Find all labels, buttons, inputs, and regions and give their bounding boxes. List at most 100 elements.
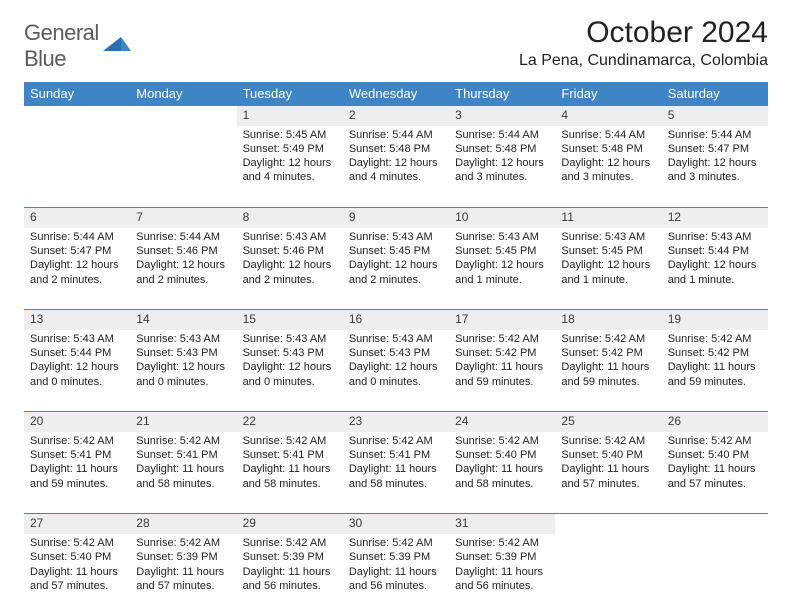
- week-number-row: 20212223242526: [24, 412, 768, 432]
- day-number-cell: 23: [343, 412, 449, 432]
- daylight-line: Daylight: 11 hours and 56 minutes.: [455, 565, 549, 594]
- day-number-cell: 27: [24, 514, 130, 534]
- daylight-line: Daylight: 12 hours and 4 minutes.: [349, 156, 443, 185]
- daylight-line: Daylight: 11 hours and 57 minutes.: [668, 462, 762, 491]
- day-number-cell: 31: [449, 514, 555, 534]
- day-content-cell: Sunrise: 5:43 AMSunset: 5:43 PMDaylight:…: [130, 330, 236, 412]
- day-content-cell: Sunrise: 5:42 AMSunset: 5:42 PMDaylight:…: [555, 330, 661, 412]
- day-number-cell: 21: [130, 412, 236, 432]
- day-number-cell: [662, 514, 768, 534]
- day-content-cell: Sunrise: 5:42 AMSunset: 5:39 PMDaylight:…: [449, 534, 555, 616]
- week-number-row: 6789101112: [24, 208, 768, 228]
- day-header: Tuesday: [237, 82, 343, 106]
- day-number-cell: 3: [449, 106, 555, 126]
- day-header: Sunday: [24, 82, 130, 106]
- sunset-line: Sunset: 5:47 PM: [668, 142, 762, 156]
- daylight-line: Daylight: 11 hours and 58 minutes.: [243, 462, 337, 491]
- daylight-line: Daylight: 12 hours and 0 minutes.: [30, 360, 124, 389]
- sunset-line: Sunset: 5:41 PM: [243, 448, 337, 462]
- day-number-cell: 13: [24, 310, 130, 330]
- calendar-head: SundayMondayTuesdayWednesdayThursdayFrid…: [24, 82, 768, 106]
- daylight-line: Daylight: 12 hours and 2 minutes.: [136, 258, 230, 287]
- day-content-cell: Sunrise: 5:45 AMSunset: 5:49 PMDaylight:…: [237, 126, 343, 208]
- day-header: Thursday: [449, 82, 555, 106]
- day-number-cell: 29: [237, 514, 343, 534]
- sunset-line: Sunset: 5:43 PM: [136, 346, 230, 360]
- day-number-cell: 6: [24, 208, 130, 228]
- day-content-cell: Sunrise: 5:42 AMSunset: 5:42 PMDaylight:…: [449, 330, 555, 412]
- sunset-line: Sunset: 5:48 PM: [561, 142, 655, 156]
- daylight-line: Daylight: 12 hours and 2 minutes.: [243, 258, 337, 287]
- sunset-line: Sunset: 5:46 PM: [243, 244, 337, 258]
- daylight-line: Daylight: 11 hours and 59 minutes.: [455, 360, 549, 389]
- week-content-row: Sunrise: 5:45 AMSunset: 5:49 PMDaylight:…: [24, 126, 768, 208]
- header: General Blue October 2024 La Pena, Cundi…: [24, 16, 768, 72]
- day-content-cell: Sunrise: 5:42 AMSunset: 5:41 PMDaylight:…: [130, 432, 236, 514]
- daylight-line: Daylight: 11 hours and 56 minutes.: [243, 565, 337, 594]
- day-number-cell: 30: [343, 514, 449, 534]
- daylight-line: Daylight: 11 hours and 59 minutes.: [561, 360, 655, 389]
- daylight-line: Daylight: 12 hours and 1 minute.: [561, 258, 655, 287]
- day-number-cell: 11: [555, 208, 661, 228]
- daylight-line: Daylight: 12 hours and 2 minutes.: [349, 258, 443, 287]
- sunrise-line: Sunrise: 5:44 AM: [136, 230, 230, 244]
- sunrise-line: Sunrise: 5:43 AM: [668, 230, 762, 244]
- sunrise-line: Sunrise: 5:42 AM: [455, 332, 549, 346]
- sunset-line: Sunset: 5:39 PM: [136, 550, 230, 564]
- sunset-line: Sunset: 5:40 PM: [668, 448, 762, 462]
- day-content-cell: Sunrise: 5:43 AMSunset: 5:45 PMDaylight:…: [555, 228, 661, 310]
- day-header: Wednesday: [343, 82, 449, 106]
- sunrise-line: Sunrise: 5:42 AM: [561, 434, 655, 448]
- day-header: Saturday: [662, 82, 768, 106]
- day-content-cell: Sunrise: 5:42 AMSunset: 5:39 PMDaylight:…: [237, 534, 343, 616]
- sunset-line: Sunset: 5:40 PM: [455, 448, 549, 462]
- sunset-line: Sunset: 5:47 PM: [30, 244, 124, 258]
- day-number-cell: 1: [237, 106, 343, 126]
- sunset-line: Sunset: 5:41 PM: [349, 448, 443, 462]
- day-number-cell: 22: [237, 412, 343, 432]
- day-header: Friday: [555, 82, 661, 106]
- sunset-line: Sunset: 5:39 PM: [455, 550, 549, 564]
- sunset-line: Sunset: 5:49 PM: [243, 142, 337, 156]
- day-number-cell: [24, 106, 130, 126]
- daylight-line: Daylight: 11 hours and 58 minutes.: [455, 462, 549, 491]
- week-content-row: Sunrise: 5:42 AMSunset: 5:40 PMDaylight:…: [24, 534, 768, 616]
- day-number-cell: 15: [237, 310, 343, 330]
- title-block: October 2024 La Pena, Cundinamarca, Colo…: [519, 16, 768, 70]
- page-subtitle: La Pena, Cundinamarca, Colombia: [519, 52, 768, 70]
- day-number-cell: 17: [449, 310, 555, 330]
- sunrise-line: Sunrise: 5:43 AM: [561, 230, 655, 244]
- sunrise-line: Sunrise: 5:42 AM: [243, 434, 337, 448]
- day-content-cell: Sunrise: 5:43 AMSunset: 5:46 PMDaylight:…: [237, 228, 343, 310]
- sunrise-line: Sunrise: 5:44 AM: [349, 128, 443, 142]
- sunrise-line: Sunrise: 5:44 AM: [30, 230, 124, 244]
- day-content-cell: [555, 534, 661, 616]
- sunrise-line: Sunrise: 5:42 AM: [561, 332, 655, 346]
- day-number-cell: 4: [555, 106, 661, 126]
- daylight-line: Daylight: 12 hours and 3 minutes.: [561, 156, 655, 185]
- week-content-row: Sunrise: 5:43 AMSunset: 5:44 PMDaylight:…: [24, 330, 768, 412]
- sunrise-line: Sunrise: 5:43 AM: [136, 332, 230, 346]
- day-content-cell: [130, 126, 236, 208]
- sunset-line: Sunset: 5:42 PM: [668, 346, 762, 360]
- day-number-cell: [555, 514, 661, 534]
- daylight-line: Daylight: 12 hours and 0 minutes.: [136, 360, 230, 389]
- sunset-line: Sunset: 5:46 PM: [136, 244, 230, 258]
- daylight-line: Daylight: 11 hours and 58 minutes.: [136, 462, 230, 491]
- daylight-line: Daylight: 12 hours and 1 minute.: [455, 258, 549, 287]
- sunrise-line: Sunrise: 5:42 AM: [349, 536, 443, 550]
- day-content-cell: Sunrise: 5:42 AMSunset: 5:40 PMDaylight:…: [662, 432, 768, 514]
- daylight-line: Daylight: 11 hours and 57 minutes.: [136, 565, 230, 594]
- logo-triangle-icon: [103, 37, 131, 55]
- sunrise-line: Sunrise: 5:43 AM: [243, 332, 337, 346]
- daylight-line: Daylight: 11 hours and 59 minutes.: [30, 462, 124, 491]
- sunrise-line: Sunrise: 5:42 AM: [668, 434, 762, 448]
- day-number-cell: 19: [662, 310, 768, 330]
- sunset-line: Sunset: 5:41 PM: [30, 448, 124, 462]
- sunrise-line: Sunrise: 5:43 AM: [455, 230, 549, 244]
- sunset-line: Sunset: 5:40 PM: [561, 448, 655, 462]
- day-content-cell: [24, 126, 130, 208]
- daylight-line: Daylight: 12 hours and 4 minutes.: [243, 156, 337, 185]
- week-content-row: Sunrise: 5:42 AMSunset: 5:41 PMDaylight:…: [24, 432, 768, 514]
- day-content-cell: Sunrise: 5:44 AMSunset: 5:48 PMDaylight:…: [449, 126, 555, 208]
